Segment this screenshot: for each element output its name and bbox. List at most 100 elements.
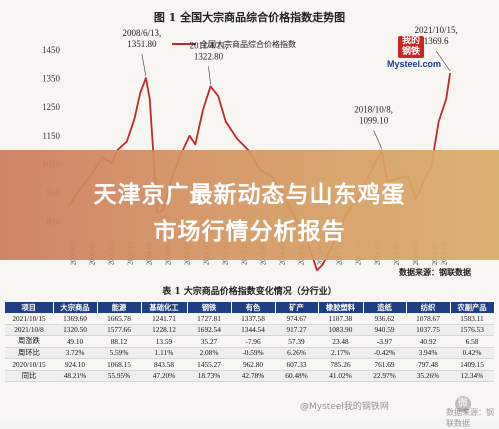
logo-badge: 我的 钢铁 [398, 36, 424, 58]
table-cell: 48.21% [53, 370, 97, 382]
banner-title-line-1: 天津京广最新动态与山东鸡蛋 [93, 182, 406, 208]
row-label-cell: 同比 [5, 370, 53, 382]
table-cell: 962.80 [231, 358, 275, 371]
header-cell: 钢铁 [187, 302, 232, 313]
table-cell: 785.26 [318, 358, 363, 371]
table-header-row: 项目 大宗商品 能源 基础化工 钢铁 有色 矿产 橡胶塑料 造纸 纺织 农副产品 [5, 302, 495, 313]
annotation-leader [141, 54, 147, 77]
annotations: 2008/6/13,1351.80 2011/4/11,1322.80 2018/1… [122, 25, 458, 149]
table-cell: 41.02% [318, 370, 363, 382]
annotation-label: 1369.6 [424, 36, 449, 46]
annotation-label: 1099.10 [359, 115, 389, 125]
table-cell: 761.69 [363, 358, 406, 371]
table-cell: 1727.81 [187, 313, 231, 325]
chart-legend: 全国大宗商品综合价格指数 [172, 39, 296, 49]
table-cell: 1577.66 [97, 324, 141, 336]
row-label-cell: 周涨跌 [5, 335, 53, 348]
table-cell: 1665.78 [97, 313, 141, 325]
table-cell: 60.48% [275, 370, 318, 382]
table-cell: 3.94% [406, 347, 450, 359]
table-cell: 88.12 [97, 335, 141, 348]
table-cell: 1369.60 [53, 313, 97, 325]
table-cell: 2.08% [187, 347, 231, 359]
table-row: 2020/10/15 924.10 1068.15 843.58 1455.27 962.… [5, 358, 494, 371]
annotation-leader [435, 50, 451, 72]
y-tick-label: 1450 [42, 45, 61, 55]
table-cell: 6.26% [275, 347, 318, 359]
table-cell: 843.58 [141, 358, 187, 371]
table-cell: 797.48 [406, 358, 450, 371]
table-cell: 3.72% [53, 347, 97, 359]
figure-source: 数据来源：钢联数据 [399, 267, 471, 277]
table-cell: -3.97 [363, 335, 406, 348]
table-row: 周涨跌 49.10 88.12 13.59 35.27 -7.96 57.39 23.48 -3… [5, 335, 494, 348]
annotation-label: 2021/10/15, [414, 25, 457, 35]
annotation-label: 2011/4/11, [189, 40, 227, 50]
table-cell: 1.11% [141, 347, 187, 359]
table-cell: 57.39 [275, 335, 318, 348]
header-cell: 纺织 [406, 302, 451, 313]
table-row: 同比 48.21% 55.95% 47.20% 18.73% 42.78% 60.48% 41… [5, 370, 494, 382]
table-cell: -7.96 [231, 335, 275, 348]
table-cell: 18.73% [187, 370, 231, 382]
table-cell: 936.62 [363, 313, 406, 325]
table-cell: 47.20% [141, 370, 187, 382]
header-cell: 矿产 [275, 302, 319, 313]
table-title: 表 1 大宗商品价格指数变化情况（分行业） [162, 287, 337, 297]
table-cell: 2.17% [318, 347, 363, 359]
annotation-leader [373, 130, 382, 149]
header-cell: 造纸 [363, 302, 407, 313]
table-cell: 1337.58 [231, 313, 275, 325]
table-cell: 23.48 [318, 335, 363, 348]
row-label-cell: 2020/10/15 [5, 358, 53, 371]
y-tick-label: 1250 [42, 102, 61, 112]
table-cell: 917.27 [275, 324, 318, 336]
y-tick-label: 1350 [42, 74, 61, 84]
table-cell: 607.33 [275, 358, 318, 371]
table-cell: 42.78% [231, 370, 275, 382]
header-cell: 项目 [5, 302, 54, 313]
table-cell: 22.97% [363, 370, 406, 382]
row-label-cell: 2021/10/15 [5, 313, 53, 325]
table-cell: -0.42% [363, 347, 406, 359]
annotation-label: 2018/10/8, [354, 104, 393, 114]
table-cell: 1455.27 [187, 358, 231, 371]
title-banner [0, 150, 499, 260]
table-cell: 40.92 [406, 335, 450, 348]
table-source: 数据来源：钢联数据 [446, 408, 494, 428]
table-cell: 12.34% [450, 370, 494, 382]
header-cell: 有色 [231, 302, 276, 313]
table-cell: 924.10 [53, 358, 97, 371]
table-cell: 35.27 [187, 335, 231, 348]
header-cell: 大宗商品 [53, 302, 98, 313]
table-cell: 35.26% [406, 370, 450, 382]
row-label-cell: 2021/10/8 [5, 324, 53, 336]
table-row: 2021/10/8 1320.50 1577.66 1228.12 1692.54 134… [5, 324, 494, 336]
table-cell: 6.58 [450, 335, 494, 348]
header-cell: 基础化工 [141, 302, 188, 313]
mysteel-logo: 我的 钢铁 Mysteel.com [384, 36, 444, 74]
logo-wordmark: Mysteel.com [386, 59, 442, 69]
table-cell: 55.95% [97, 370, 141, 382]
table-cell: 0.42% [450, 347, 494, 359]
table-cell: 1078.67 [406, 313, 450, 325]
annotation-leader [208, 66, 211, 85]
weibo-icon: 微 [455, 396, 471, 412]
table-cell: 1083.90 [318, 324, 363, 336]
table-row: 周环比 3.72% 5.59% 1.11% 2.08% -0.59% 6.26% 2.17% -… [5, 347, 494, 359]
annotation-label: 2008/6/13, [122, 28, 161, 38]
table-cell: 1692.54 [187, 324, 231, 336]
document-page: 图 1 全国大宗商品综合价格指数走势图 全国大宗商品综合价格指数 1450 135… [0, 11, 499, 428]
table-cell: 1241.71 [141, 313, 187, 325]
table-cell: 1409.15 [450, 358, 494, 371]
annotation-label: 1351.80 [127, 39, 157, 49]
figure-title: 图 1 全国大宗商品综合价格指数走势图 [153, 11, 346, 24]
table-cell: 1107.38 [318, 313, 363, 325]
table-cell: 940.59 [363, 324, 406, 336]
table-cell: 49.10 [53, 335, 97, 348]
table-cell: 13.59 [141, 335, 187, 348]
table-cell: 1068.15 [97, 358, 141, 371]
table-cell: 5.59% [97, 347, 141, 359]
table-row: 2021/10/15 1369.60 1665.78 1241.71 1727.81 13… [5, 313, 494, 325]
table-cell: 1037.75 [406, 324, 450, 336]
